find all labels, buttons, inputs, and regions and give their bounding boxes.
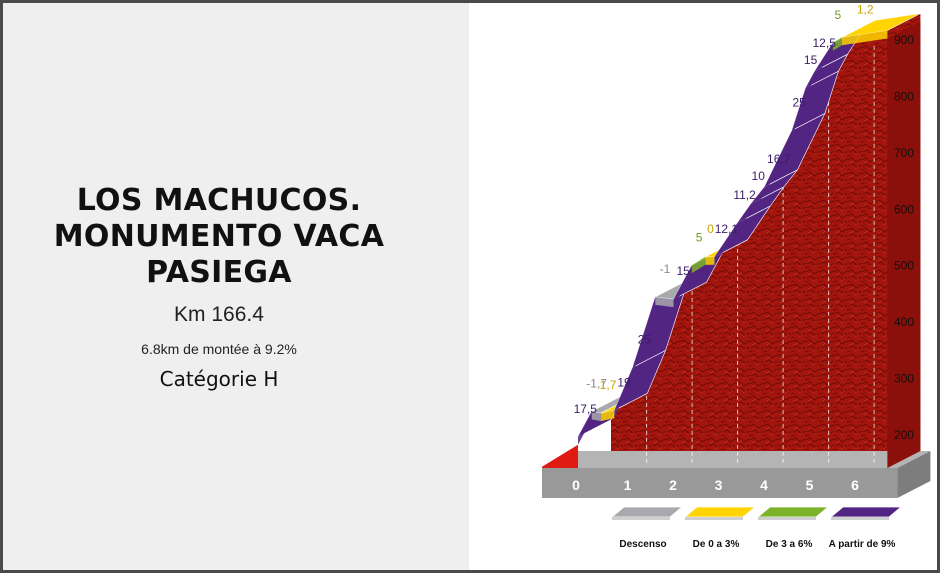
gradient-segment-edge: [578, 411, 592, 445]
gradient-label: 0: [707, 222, 714, 236]
gradient-label: 15: [676, 264, 690, 278]
gradient-segment-edge: [764, 130, 792, 195]
gradient-label: 15: [804, 53, 818, 67]
y-tick-label: 700: [894, 146, 914, 160]
gradient-label: 16,7: [767, 152, 791, 166]
gradient-label: 17,5: [574, 402, 598, 416]
x-tick-label: 1: [624, 477, 632, 493]
gradient-label: 25: [792, 95, 806, 109]
gradient-label: 5: [835, 8, 842, 22]
chart-legend: Descenso De 0 a 3% De 3 a 6% A partir de 9%: [610, 506, 903, 550]
gradient-segment-edge: [714, 223, 738, 265]
gradient-segment-edge: [614, 367, 633, 419]
gradient-label: 25: [638, 332, 652, 346]
legend-swatch: [683, 506, 757, 518]
y-tick-label: 600: [894, 202, 914, 216]
gradient-segment-edge: [750, 186, 765, 212]
legend-swatch: [610, 506, 684, 518]
base-top: [542, 451, 931, 468]
legend-swatch-edge: [685, 517, 743, 520]
x-tick-label: 6: [851, 477, 859, 493]
legend-swatch-edge: [612, 517, 670, 520]
legend-label: De 3 a 6%: [766, 539, 813, 550]
gradient-segment-edge: [655, 296, 674, 308]
legend-swatch-edge: [831, 517, 889, 520]
y-tick-label: 900: [894, 33, 914, 47]
gradient-segment-edge: [632, 296, 656, 376]
x-tick-label: 3: [715, 477, 723, 493]
gradient-label: 11,2: [733, 188, 756, 202]
gradient-segment-edge: [591, 411, 601, 422]
gradient-segment-edge: [791, 88, 806, 139]
chart-axes: 0 1 2 3 4 5 6 200 300 400 500 600 700 800 900: [572, 33, 914, 493]
gradient-segment-edge: [832, 37, 842, 51]
mountain-back-face: [611, 13, 921, 451]
base-side: [897, 451, 931, 498]
legend-label: A partir de 9%: [829, 539, 896, 550]
gradient-segment-edge: [737, 203, 751, 231]
y-tick-label: 200: [894, 428, 914, 442]
base-front: [542, 468, 898, 498]
climb-category: Catégorie H: [159, 367, 279, 391]
gradient-label: 5: [696, 230, 703, 244]
gradient-segment-edge: [805, 71, 815, 97]
x-tick-label: 5: [806, 477, 814, 493]
gradient-ribbon: [577, 13, 921, 445]
gradient-label: 10: [752, 169, 766, 183]
y-tick-label: 400: [894, 315, 914, 329]
x-tick-label: 4: [760, 477, 768, 493]
legend-label: Descenso: [619, 539, 666, 550]
gradient-segment-edge: [691, 256, 706, 274]
gradient-segment-edge: [841, 30, 888, 46]
climb-title-line: LOS MACHUCOS.: [76, 183, 362, 218]
gradient-label: -1: [660, 262, 671, 276]
gradient-label: -1,7: [586, 376, 607, 390]
mountain-end-wall: [887, 21, 921, 468]
y-tick-label: 500: [894, 259, 914, 273]
climb-summary: 6.8km de montée à 9.2%: [141, 341, 297, 357]
climb-title-line: PASIEGA: [146, 255, 292, 290]
gradient-label: 1,2: [857, 3, 874, 16]
gradient-label: 12,5: [813, 36, 837, 50]
legend-swatch-edge: [758, 517, 816, 520]
mountain-profile: [542, 13, 921, 468]
gradient-segment-edge: [705, 256, 715, 265]
gradient-segment-edge: [673, 265, 692, 308]
gradient-segment-edge: [814, 42, 833, 80]
chart-base: [542, 451, 931, 498]
climb-title-line: MONUMENTO VACA: [53, 219, 385, 254]
km-marker: Km 166.4: [174, 303, 264, 326]
climb-info-panel: LOS MACHUCOS. MONUMENTO VACA PASIEGA Km …: [3, 3, 469, 570]
gradient-label: 12,1: [715, 222, 739, 236]
start-block: [542, 444, 578, 468]
climb-title: LOS MACHUCOS. MONUMENTO VACA PASIEGA: [23, 183, 415, 291]
y-tick-label: 800: [894, 89, 914, 103]
x-tick-label: 0: [572, 477, 580, 493]
legend-label: De 0 a 3%: [693, 539, 740, 550]
gradient-label: 1,7: [600, 378, 617, 392]
y-tick-label: 300: [894, 372, 914, 386]
legend-swatch: [756, 506, 830, 518]
gradient-label: 19: [617, 375, 631, 389]
x-tick-label: 2: [669, 477, 677, 493]
gradient-segment-edge: [600, 410, 615, 422]
legend-swatch: [829, 506, 903, 518]
